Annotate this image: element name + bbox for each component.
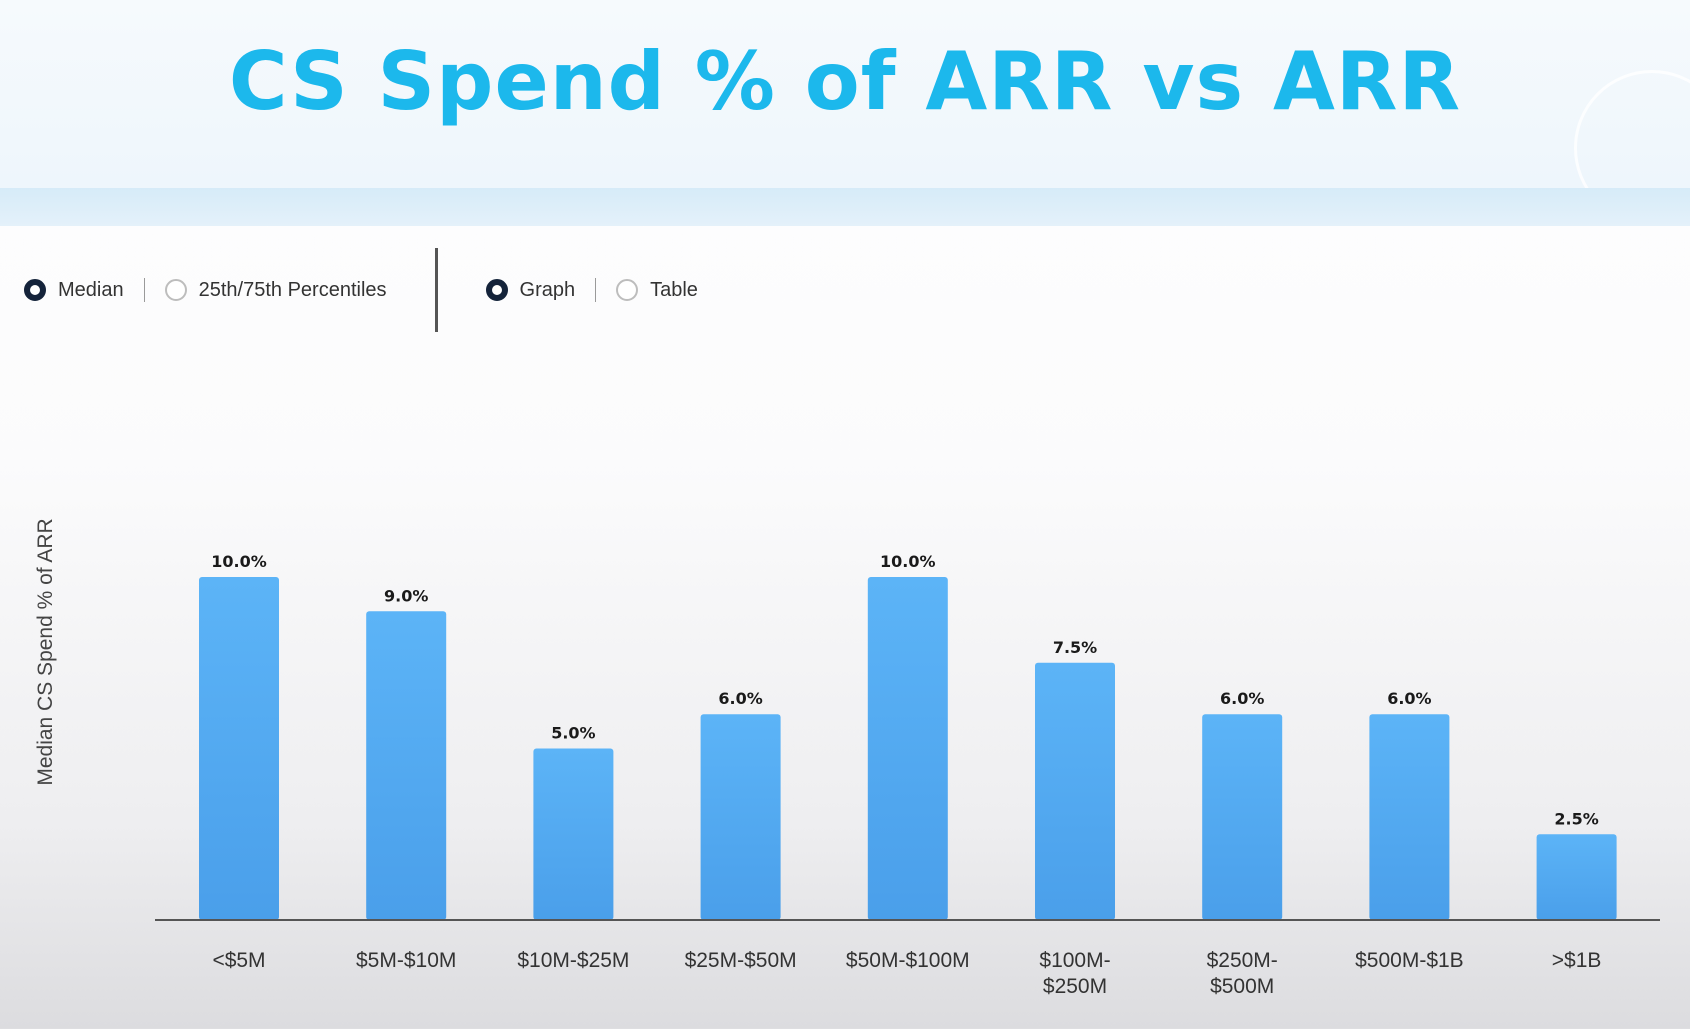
bar-value-label: 10.0% xyxy=(880,552,936,571)
page-title: CS Spend % of ARR vs ARR xyxy=(228,35,1462,128)
radio-percentiles-indicator xyxy=(164,279,187,301)
bar[interactable] xyxy=(199,577,279,920)
category-labels: <$5M $5M-$10M $10M-$25M $25M-$50M $50M-$100M… xyxy=(212,949,1601,998)
bar[interactable] xyxy=(1202,714,1283,920)
bar[interactable] xyxy=(700,714,781,920)
category-label: <$5M xyxy=(212,949,265,972)
radio-median-indicator xyxy=(24,279,46,301)
bar-value-label: 9.0% xyxy=(384,586,428,605)
bar-value-label: 6.0% xyxy=(718,689,762,708)
group-divider xyxy=(434,248,438,332)
bar[interactable] xyxy=(366,611,447,920)
bar-value-label: 10.0% xyxy=(211,552,267,571)
radio-table-indicator xyxy=(616,279,639,301)
radio-median[interactable]: Median xyxy=(24,279,124,302)
value-labels: 10.0% 9.0% 5.0% 6.0% 10.0% 7.5% 6.0% 6.0% 2.5% xyxy=(211,552,1599,828)
bar[interactable] xyxy=(1369,714,1450,920)
radio-percentiles[interactable]: 25th/75th Percentiles xyxy=(164,278,387,302)
radio-graph-label: Graph xyxy=(519,278,576,301)
header-banner xyxy=(0,0,1690,226)
separator xyxy=(595,278,597,302)
category-label: $100M-$250M xyxy=(1039,949,1110,998)
radio-percentiles-label: 25th/75th Percentiles xyxy=(198,278,387,301)
category-label: $10M-$25M xyxy=(517,949,629,972)
bar-value-label: 5.0% xyxy=(551,724,595,743)
bar-value-label: 6.0% xyxy=(1387,689,1431,708)
radio-graph[interactable]: Graph xyxy=(485,278,576,302)
bar[interactable] xyxy=(1035,662,1115,920)
bar-series xyxy=(199,577,1617,920)
category-label: $5M-$10M xyxy=(356,949,456,972)
bar[interactable] xyxy=(533,748,614,921)
bar[interactable] xyxy=(867,577,948,920)
bar[interactable] xyxy=(1536,834,1617,920)
bar-value-label: 2.5% xyxy=(1554,809,1598,828)
radio-graph-indicator xyxy=(485,279,508,301)
header-band xyxy=(0,188,1690,226)
chart-controls: Median 25th/75th Percentiles Graph Table xyxy=(24,248,698,332)
category-label: $50M-$100M xyxy=(846,949,970,972)
bar-value-label: 7.5% xyxy=(1053,638,1097,657)
category-label: $250M-$500M xyxy=(1207,949,1278,998)
category-label: >$1B xyxy=(1552,949,1602,972)
separator xyxy=(143,278,145,302)
category-label: $25M-$50M xyxy=(685,949,797,972)
radio-table[interactable]: Table xyxy=(616,279,698,302)
bar-value-label: 6.0% xyxy=(1220,689,1264,708)
category-label: $500M-$1B xyxy=(1355,949,1464,972)
radio-table-label: Table xyxy=(650,278,698,301)
radio-median-label: Median xyxy=(58,278,124,301)
